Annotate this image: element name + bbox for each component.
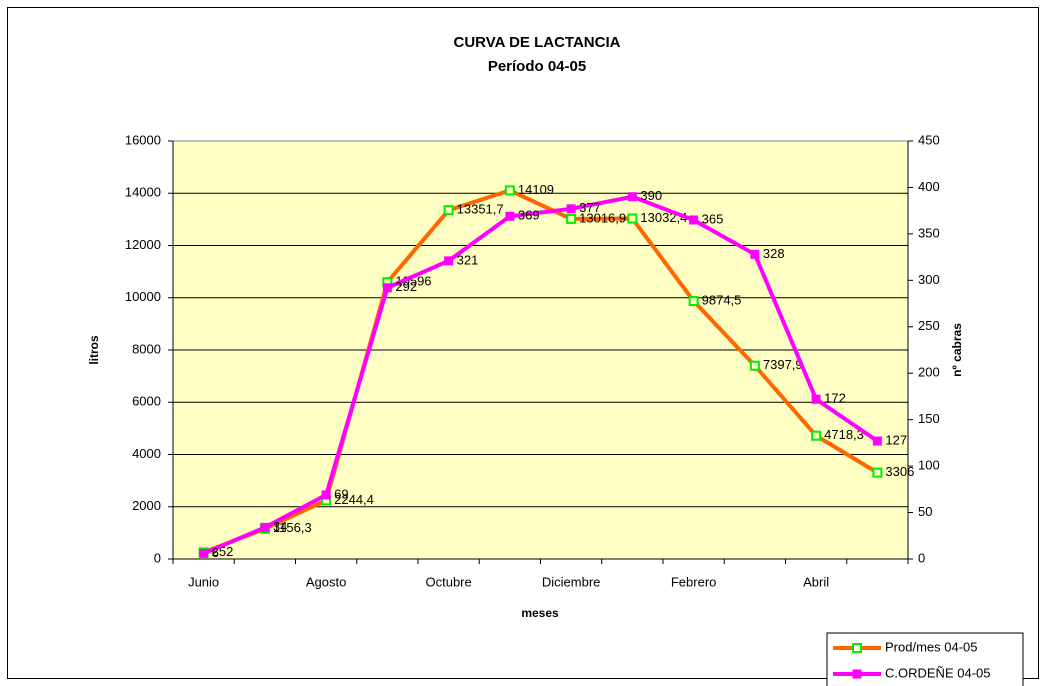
data-label: 390 <box>640 188 662 203</box>
marker <box>688 296 699 307</box>
data-label: 3306 <box>885 464 914 479</box>
data-label: 292 <box>395 279 417 294</box>
marker <box>749 360 760 371</box>
y2-tick-label: 400 <box>918 179 940 194</box>
x-tick-label: Diciembre <box>542 574 601 589</box>
series-line <box>202 188 879 555</box>
marker <box>627 213 638 224</box>
data-label: 4718,3 <box>824 427 864 442</box>
marker <box>260 522 270 532</box>
data-label: 14109 <box>518 182 554 197</box>
legend-label: C.ORDEÑE 04-05 <box>885 665 990 680</box>
marker <box>872 436 882 446</box>
y2-tick-label: 0 <box>918 550 925 565</box>
data-label: 365 <box>702 211 724 226</box>
legend-marker <box>852 643 862 653</box>
marker <box>505 211 515 221</box>
y-tick-label: 2000 <box>132 498 161 513</box>
y-tick-label: 14000 <box>125 185 161 200</box>
data-label: 321 <box>457 252 479 267</box>
y-tick-label: 8000 <box>132 341 161 356</box>
x-tick-label: Abril <box>803 574 829 589</box>
data-label: 377 <box>579 200 601 215</box>
y-tick-label: 0 <box>154 550 161 565</box>
x-tick-label: Junio <box>188 574 219 589</box>
data-label: 34 <box>273 519 287 534</box>
chart-title: CURVA DE LACTANCIA <box>454 34 621 51</box>
data-label: 69 <box>334 486 348 501</box>
y2-axis-label: nº cabras <box>950 323 964 377</box>
marker <box>566 213 577 224</box>
legend-marker <box>852 669 862 679</box>
y2-tick-label: 250 <box>918 318 940 333</box>
data-label: 10596 <box>395 274 431 289</box>
x-tick-label: Agosto <box>306 574 346 589</box>
data-label: 13032,4 <box>640 210 687 225</box>
marker <box>321 490 331 500</box>
chart-subtitle: Período 04-05 <box>488 58 586 75</box>
data-label: 2244,4 <box>334 492 374 507</box>
marker <box>689 215 699 225</box>
series-line <box>202 194 879 556</box>
y2-tick-label: 100 <box>918 458 940 473</box>
data-label: 172 <box>824 391 846 406</box>
legend-label: Prod/mes 04-05 <box>885 639 978 654</box>
data-label: 1156,3 <box>273 520 312 535</box>
y2-tick-label: 50 <box>918 504 932 519</box>
marker <box>504 185 515 196</box>
data-label: 328 <box>763 246 785 261</box>
data-label: 6 <box>212 545 219 560</box>
y-tick-label: 10000 <box>125 289 161 304</box>
y-tick-label: 12000 <box>125 237 161 252</box>
marker <box>811 430 822 441</box>
marker <box>382 283 392 293</box>
data-label: 13351,7 <box>457 202 504 217</box>
data-label: 13016,9 <box>579 210 626 225</box>
marker <box>443 205 454 216</box>
y2-tick-label: 150 <box>918 411 940 426</box>
y2-tick-label: 200 <box>918 365 940 380</box>
y2-tick-label: 450 <box>918 132 940 147</box>
y-tick-label: 16000 <box>125 132 161 147</box>
marker <box>750 249 760 259</box>
y2-tick-label: 350 <box>918 225 940 240</box>
data-label: 9874,5 <box>702 292 742 307</box>
y-tick-label: 6000 <box>132 394 161 409</box>
marker <box>199 548 209 558</box>
marker <box>566 204 576 214</box>
marker <box>627 192 637 202</box>
marker <box>811 394 821 404</box>
data-label: 7397,9 <box>763 357 803 372</box>
marker <box>444 256 454 266</box>
data-label: 127 <box>885 432 907 447</box>
x-tick-label: Octubre <box>426 574 472 589</box>
y2-tick-label: 300 <box>918 272 940 287</box>
marker <box>872 467 883 478</box>
y-tick-label: 4000 <box>132 446 161 461</box>
x-tick-label: Febrero <box>671 574 717 589</box>
y-axis-label: litros <box>87 335 101 365</box>
x-axis-label: meses <box>521 606 559 620</box>
data-label: 369 <box>518 208 540 223</box>
